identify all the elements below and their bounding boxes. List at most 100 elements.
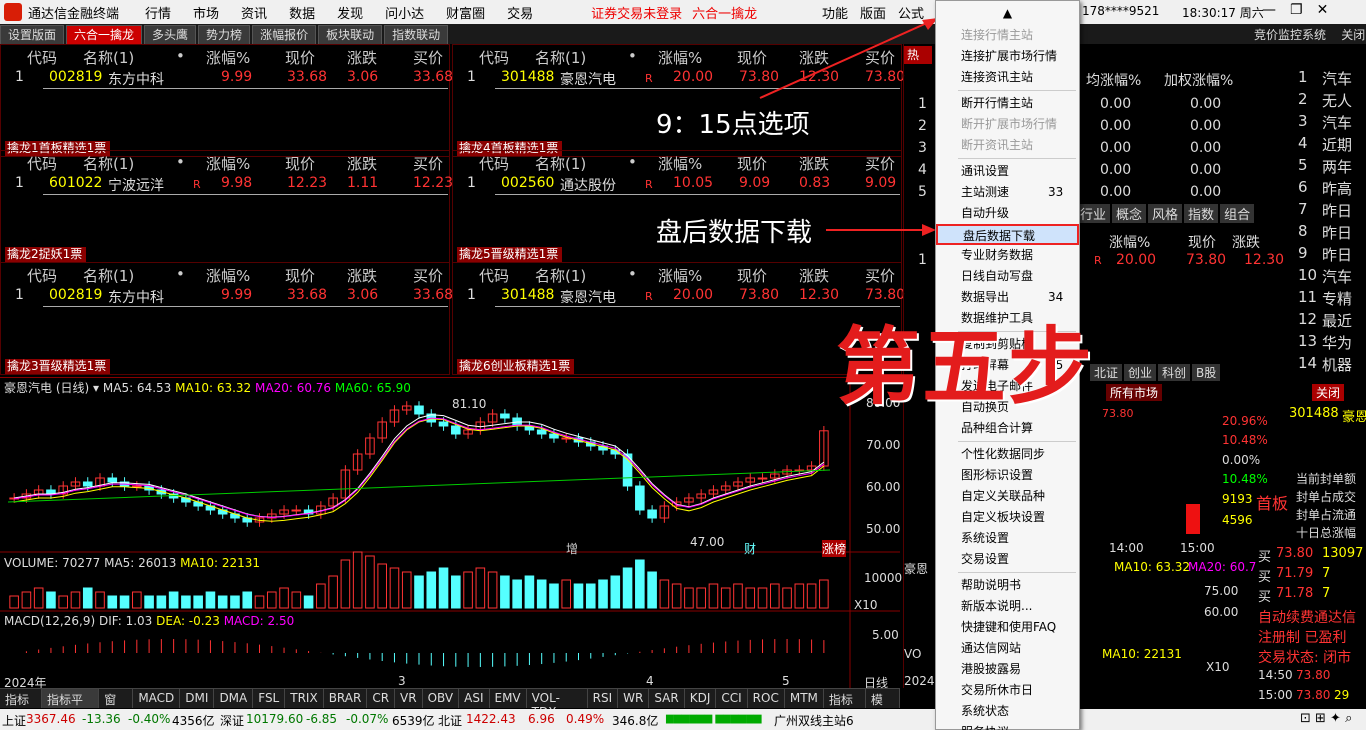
- column-header[interactable]: 现价: [285, 49, 316, 67]
- column-header[interactable]: 涨幅%: [658, 267, 703, 285]
- bz-value[interactable]: 1422.43: [466, 712, 516, 726]
- column-header[interactable]: 现价: [737, 155, 768, 173]
- sector-tab[interactable]: 行业: [1076, 204, 1111, 223]
- concept-item[interactable]: 近期: [1322, 136, 1353, 154]
- menu-item[interactable]: 系统状态: [936, 701, 1079, 722]
- menu-item[interactable]: 断开资讯主站: [936, 135, 1079, 156]
- tab-gain-quote[interactable]: 涨幅报价: [252, 25, 317, 44]
- column-header[interactable]: 买价: [413, 267, 444, 285]
- menu-item[interactable]: 自定义板块设置: [936, 507, 1079, 528]
- menu-item[interactable]: 自动升级: [936, 203, 1079, 224]
- menu-item[interactable]: 个性化数据同步: [936, 444, 1079, 465]
- menu-item[interactable]: 通讯设置: [936, 161, 1079, 182]
- menu-quotes[interactable]: 行情: [145, 6, 172, 22]
- indicator-tab[interactable]: OBV: [423, 689, 460, 708]
- column-header[interactable]: 涨幅%: [206, 267, 251, 285]
- indicator-tab[interactable]: ASI: [459, 689, 490, 708]
- concept-item[interactable]: 昨日: [1322, 224, 1353, 242]
- menu-item[interactable]: 交易所休市日: [936, 680, 1079, 701]
- sector-tab[interactable]: 组合: [1220, 204, 1255, 223]
- menu-item[interactable]: 专业财务数据: [936, 245, 1079, 266]
- indicator-tab[interactable]: 模板: [866, 689, 901, 724]
- indicator-tab[interactable]: DMI: [180, 689, 215, 708]
- menu-item[interactable]: 服务协议...: [936, 722, 1079, 730]
- column-header[interactable]: 涨幅%: [206, 49, 251, 67]
- column-header[interactable]: •: [176, 47, 185, 65]
- concept-item[interactable]: 最近: [1322, 312, 1353, 330]
- caret-up-icon[interactable]: ▲: [1002, 6, 1013, 20]
- indicator-tab[interactable]: FSL: [253, 689, 286, 708]
- menu-item[interactable]: 新版本说明...: [936, 596, 1079, 617]
- column-header[interactable]: 买价: [865, 267, 896, 285]
- indicator-tab[interactable]: VOL-TDX: [527, 689, 588, 719]
- concept-item[interactable]: 昨高: [1322, 180, 1353, 198]
- indicator-tab[interactable]: VR: [395, 689, 423, 708]
- menu-item[interactable]: 复制到剪贴板: [936, 334, 1079, 355]
- menu-item[interactable]: 交易设置: [936, 549, 1079, 570]
- menu-wealth[interactable]: 财富圈: [446, 6, 486, 22]
- menu-discover[interactable]: 发现: [337, 6, 364, 22]
- sector-tab[interactable]: 风格: [1148, 204, 1183, 223]
- column-header[interactable]: •: [176, 265, 185, 283]
- tray-icons[interactable]: ⊡ ⊞ ✦ ⌕: [1300, 711, 1353, 726]
- concept-item[interactable]: 华为: [1322, 334, 1353, 352]
- menu-market[interactable]: 市场: [193, 6, 220, 22]
- table-row[interactable]: 1 002819 东方中科 9.99 33.68 3.06 33.68: [1, 285, 453, 306]
- column-header[interactable]: 名称(1): [83, 155, 135, 173]
- menu-layout[interactable]: 版面: [860, 7, 887, 22]
- column-header[interactable]: 代码: [27, 49, 58, 67]
- menu-item[interactable]: 盘后数据下载: [936, 224, 1079, 245]
- indicator-tab[interactable]: CCI: [716, 689, 748, 708]
- tab-six-in-one[interactable]: 六合一擒龙: [66, 25, 143, 44]
- column-header[interactable]: 买价: [413, 155, 444, 173]
- indicator-tab[interactable]: CR: [367, 689, 396, 708]
- menu-item[interactable]: 品种组合计算: [936, 418, 1079, 439]
- column-header[interactable]: 代码: [479, 49, 510, 67]
- menu-item[interactable]: 快捷键和使用FAQ: [936, 617, 1079, 638]
- column-header[interactable]: 涨幅%: [658, 49, 703, 67]
- column-header[interactable]: 涨幅%: [658, 155, 703, 173]
- market-tab[interactable]: 科创: [1158, 364, 1191, 381]
- sz-value[interactable]: 10179.60: [246, 712, 304, 726]
- menu-item[interactable]: 系统设置: [936, 528, 1079, 549]
- trade-login-notice[interactable]: 证券交易未登录: [591, 6, 683, 22]
- table-row[interactable]: 1 301488 豪恩汽电 R 20.00 73.80 12.30 73.80: [453, 285, 905, 306]
- all-market-tab[interactable]: 所有市场: [1106, 384, 1163, 401]
- column-header[interactable]: 代码: [27, 155, 58, 173]
- menu-formula[interactable]: 公式: [898, 7, 925, 22]
- column-header[interactable]: •: [628, 153, 637, 171]
- column-header[interactable]: 现价: [737, 49, 768, 67]
- tab-bull-eagle[interactable]: 多头鹰: [144, 25, 197, 44]
- menu-item[interactable]: 通达信网站: [936, 638, 1079, 659]
- indicator-tab[interactable]: 窗口: [99, 689, 134, 724]
- column-header[interactable]: 代码: [479, 267, 510, 285]
- indicator-tab[interactable]: 指标平台: [42, 689, 100, 724]
- indicator-tab[interactable]: EMV: [490, 689, 527, 708]
- concept-item[interactable]: 专精: [1322, 290, 1353, 308]
- menu-item[interactable]: 自动换页: [936, 397, 1079, 418]
- indicator-tab[interactable]: 指标A: [0, 689, 42, 722]
- concept-item[interactable]: 机器: [1322, 356, 1353, 374]
- concept-item[interactable]: 汽车: [1322, 114, 1353, 132]
- indicator-tab[interactable]: ROC: [748, 689, 785, 708]
- column-header[interactable]: 涨幅%: [206, 155, 251, 173]
- menu-item[interactable]: 数据维护工具: [936, 308, 1079, 329]
- column-header[interactable]: 名称(1): [83, 49, 135, 67]
- column-header[interactable]: 名称(1): [83, 267, 135, 285]
- menu-item[interactable]: 自定义关联品种: [936, 486, 1079, 507]
- column-header[interactable]: 现价: [285, 267, 316, 285]
- column-header[interactable]: •: [628, 265, 637, 283]
- column-header[interactable]: 代码: [479, 155, 510, 173]
- concept-item[interactable]: 无人: [1322, 92, 1353, 110]
- concept-item[interactable]: 昨日: [1322, 202, 1353, 220]
- kline-svg[interactable]: [0, 378, 900, 688]
- table-row[interactable]: 1 301488 豪恩汽电 R 20.00 73.80 12.30 73.80: [453, 67, 905, 88]
- indicator-tab[interactable]: RSI: [588, 689, 619, 708]
- column-header[interactable]: 买价: [865, 49, 896, 67]
- market-tab[interactable]: 北证: [1090, 364, 1123, 381]
- server-label[interactable]: 广州双线主站6: [774, 714, 854, 728]
- menu-item[interactable]: 日线自动写盘: [936, 266, 1079, 287]
- column-header[interactable]: 涨跌: [799, 155, 830, 173]
- hot-tab[interactable]: 热: [904, 46, 932, 64]
- menu-item[interactable]: 数据导出 34: [936, 287, 1079, 308]
